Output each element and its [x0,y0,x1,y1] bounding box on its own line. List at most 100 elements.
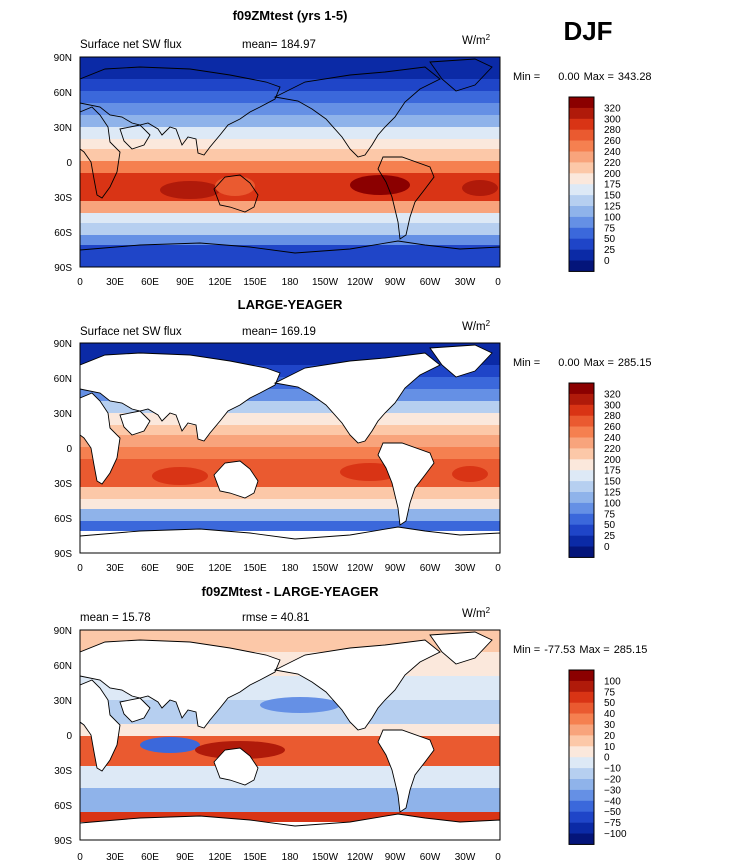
neg-area-indian-ocean [140,737,200,753]
colorbar-swatch [569,140,594,152]
band-40n-30n [80,115,500,127]
lon-tick-label: 30E [106,852,124,863]
panel-1-minmax: Min = 0.00 Max = 343.28 [513,71,652,83]
band-65s-75s [80,812,500,822]
colorbar-level-label: −75 [604,818,621,829]
band-10n-0 [80,724,500,736]
svg-text:rmse = 40.81: rmse = 40.81 [242,612,309,624]
colorbar-swatch [569,546,594,558]
panel-2-minmax: Min = 0.00 Max = 285.15 [513,357,652,369]
lat-tick-label: 90N [54,53,72,64]
colorbar-level-label: 25 [604,531,616,542]
colorbar-swatch [569,811,594,823]
panel-1: f09ZMtest (yrs 1-5) DJF Surface net SW f… [54,8,652,288]
colorbar-swatch [569,481,594,493]
lon-tick-label: 150W [312,563,339,574]
panel-1-frame [79,56,501,268]
band-50n-40n [80,103,500,115]
lon-tick-label: 180 [282,852,299,863]
band-0-10s [80,447,500,459]
max-area-south-atlantic [462,180,498,196]
panel-1-title: f09ZMtest (yrs 1-5) [233,8,348,23]
colorbar-swatch [569,670,594,682]
band-70n-60n [80,79,500,91]
colorbar-swatch [569,206,594,218]
colorbar-level-label: 260 [604,422,621,433]
panel-1-mean-value: 184.97 [281,39,316,51]
lat-tick-label: 60S [54,228,72,239]
lat-tick-label: 90S [54,836,72,847]
lon-tick-label: 150E [243,563,267,574]
colorbar-level-label: 20 [604,731,616,742]
panel-3-lon-axis: 0 30E 60E 90E 120E 150E 180 150W 120W 90… [77,852,501,863]
band-35s-45s [80,487,500,499]
lat-tick-label: 30N [54,409,72,420]
colorbar-level-label: 50 [604,520,616,531]
colorbar-swatch [569,702,594,714]
colorbar-swatch [569,173,594,185]
panel-3-mean-value: 15.78 [122,612,151,624]
lon-tick-label: 60E [141,277,159,288]
panel-2-variable: Surface net SW flux [80,326,182,338]
band-35s-45s [80,201,500,213]
band-10n-0 [80,435,500,447]
colorbar-swatch [569,151,594,163]
lat-tick-label: 0 [66,444,72,455]
lat-tick-label: 90S [54,549,72,560]
lon-tick-label: 60E [141,852,159,863]
lon-tick-label: 30W [455,563,476,574]
colorbar-level-label: 50 [604,698,616,709]
lon-tick-label: 90W [385,852,406,863]
panel-3: f09ZMtest - LARGE-YEAGER mean = 15.78 rm… [54,584,648,863]
colorbar-swatch [569,735,594,747]
panel-3-mean-label: mean = [80,612,119,624]
colorbar-swatch [569,680,594,693]
colorbar-swatch [569,415,594,427]
panel-3-rmse-value: 40.81 [281,612,310,624]
colorbar-swatch [569,107,594,120]
colorbar-swatch [569,448,594,460]
colorbar-swatch [569,426,594,438]
band-0-25s [80,736,500,766]
colorbar-level-label: 30 [604,720,616,731]
colorbar-swatch [569,195,594,207]
lon-tick-label: 150W [312,277,339,288]
lon-tick-label: 60W [420,563,441,574]
lon-tick-label: 120W [347,277,374,288]
colorbar-level-label: 40 [604,709,616,720]
max-area-indian-ocean [160,181,220,199]
panel-3-title: f09ZMtest - LARGE-YEAGER [202,584,380,599]
band-55s-65s [80,223,500,235]
colorbar-level-label: −30 [604,785,621,796]
lat-tick-label: 30N [54,123,72,134]
colorbar-swatch [569,724,594,736]
panel-1-mean-label: mean= [242,39,278,51]
colorbar-level-label: 240 [604,147,621,158]
panel-2-frame [79,342,501,554]
colorbar-swatch [569,800,594,812]
lon-tick-label: 120E [208,563,232,574]
colorbar-swatch [569,789,594,802]
lon-tick-label: 120E [208,277,232,288]
panel-3-frame [79,629,501,841]
panel-3-units: W/m2 [462,606,491,620]
lat-tick-label: 60N [54,88,72,99]
lat-tick-label: 30S [54,479,72,490]
lon-tick-label: 120W [347,852,374,863]
colorbar-level-label: −100 [604,829,627,840]
lon-tick-label: 150E [243,852,267,863]
lon-tick-label: 90E [176,852,194,863]
band-20n-10n [80,425,500,435]
colorbar-swatch [569,393,594,406]
panel-3-lat-axis: 90N 60N 30N 0 30S 60S 90S [54,626,73,847]
panel-3-rmse-label: rmse = [242,612,278,624]
panel-1-lon-axis: 0 30E 60E 90E 120E 150E 180 150W 120W 90… [77,277,501,288]
colorbar-level-label: 125 [604,202,621,213]
colorbar-level-label: 25 [604,245,616,256]
panel-1-variable: Surface net SW flux [80,39,182,51]
colorbar-swatch [569,260,594,272]
colorbar-swatch [569,437,594,449]
band-30n-20n [80,127,500,139]
